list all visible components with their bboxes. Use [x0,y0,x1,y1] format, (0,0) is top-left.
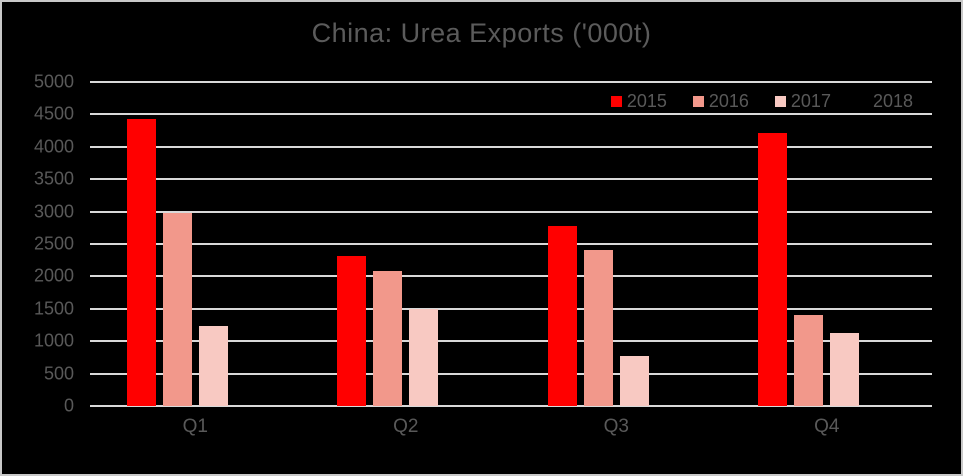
legend-label-2018: 2018 [872,91,913,111]
gridline [90,340,932,343]
legend-label-2015: 2015 [626,91,667,111]
bar-2015-q1 [126,118,156,406]
bar-2015-q3 [547,225,577,406]
x-axis-tick-label-q1: Q1 [182,416,208,437]
y-axis-tick-label: 4000 [33,136,74,157]
y-axis: 0 500 1000 1500 2000 2500 3000 3500 4000 4500 5000 [2,72,78,416]
legend-swatch-2016 [692,96,704,107]
bar-2017-q2 [409,308,439,406]
legend-swatch-2015 [610,96,622,107]
y-axis-tick-label: 1000 [33,330,74,351]
bar-2017-q1 [198,326,228,406]
gridline [90,405,932,407]
legend-label-2017: 2017 [790,91,831,111]
gridline [90,307,932,310]
gridline [90,145,932,148]
bar-group-q4 [722,82,933,406]
y-axis-tick-label: 3000 [33,201,74,222]
y-axis-tick-label: 0 [63,395,74,416]
bar-group-q2 [301,82,512,406]
chart-title: China: Urea Exports ('000t) [311,18,652,48]
legend-item-2015: 2015 [610,91,667,112]
bar-group-q1 [90,82,301,406]
y-axis-tick-label: 1500 [33,298,74,319]
bar-group-q3 [511,82,722,406]
y-axis-tick-label: 500 [43,363,74,384]
bar-2015-q2 [337,255,367,406]
legend: 2015 2016 2017 2018 [610,91,913,112]
gridline [90,81,932,83]
gridline [90,372,932,375]
legend-swatch-2017 [774,96,786,107]
legend-item-2017: 2017 [774,91,831,112]
gridline [90,275,932,278]
bar-2016-q1 [162,212,192,406]
bars-layer [90,82,932,406]
gridline [90,243,932,245]
y-axis-tick-label: 2500 [33,233,74,254]
plot-area [90,81,932,407]
bar-2017-q3 [619,356,649,406]
gridline [90,178,932,181]
bar-2016-q2 [373,270,403,406]
bar-2016-q3 [583,249,613,406]
x-axis: Q1 Q2 Q3 Q4 [90,416,932,438]
legend-item-2016: 2016 [692,91,749,112]
gridline [90,113,932,116]
bar-2015-q4 [758,133,788,406]
y-axis-tick-label: 4500 [33,103,74,124]
x-axis-tick-label-q3: Q3 [603,416,629,437]
x-axis-tick-label-q2: Q2 [393,416,419,437]
y-axis-tick-label: 2000 [33,265,74,286]
legend-label-2016: 2016 [708,91,749,111]
bar-2017-q4 [830,333,860,406]
legend-swatch-2018 [857,96,868,107]
x-axis-tick-label-q4: Q4 [814,416,840,437]
gridline [90,210,932,213]
bar-2016-q4 [794,315,824,406]
legend-item-2018: 2018 [857,91,913,112]
y-axis-tick-label: 3500 [33,168,74,189]
y-axis-tick-label: 5000 [33,71,74,92]
